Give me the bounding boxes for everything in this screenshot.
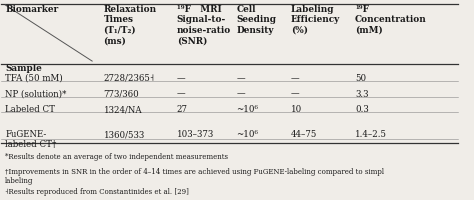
Text: ¹⁹F   MRI
Signal-to-
noise-ratio
(SNR): ¹⁹F MRI Signal-to- noise-ratio (SNR): [177, 5, 231, 45]
Text: —: —: [291, 74, 300, 83]
Text: —: —: [291, 90, 300, 99]
Text: 0.3: 0.3: [355, 105, 369, 114]
Text: ~10⁶: ~10⁶: [236, 105, 258, 114]
Text: 2728/2365˧: 2728/2365˧: [104, 74, 155, 83]
Text: Labeling
Efficiency
(%): Labeling Efficiency (%): [291, 5, 340, 35]
Text: NP (solution)*: NP (solution)*: [5, 90, 67, 99]
Text: ˧Results reproduced from Constantinides et al. [29]: ˧Results reproduced from Constantinides …: [5, 188, 189, 196]
Text: —: —: [236, 90, 245, 99]
Text: 44–75: 44–75: [291, 130, 318, 139]
Text: Cell
Seeding
Density: Cell Seeding Density: [236, 5, 276, 35]
Text: 1.4–2.5: 1.4–2.5: [355, 130, 387, 139]
Text: —: —: [236, 74, 245, 83]
Text: 1324/NA: 1324/NA: [104, 105, 142, 114]
Text: 103–373: 103–373: [177, 130, 214, 139]
Text: 1360/533: 1360/533: [104, 130, 145, 139]
Text: Sample: Sample: [5, 64, 42, 73]
Text: —: —: [177, 74, 185, 83]
Text: ¹⁹F
Concentration
(mM): ¹⁹F Concentration (mM): [355, 5, 427, 35]
Text: 3.3: 3.3: [355, 90, 369, 99]
Text: ~10⁶: ~10⁶: [236, 130, 258, 139]
Text: Biomarker: Biomarker: [5, 5, 58, 14]
Text: TFA (50 mM): TFA (50 mM): [5, 74, 63, 83]
Text: *Results denote an average of two independent measurements: *Results denote an average of two indepe…: [5, 153, 228, 161]
Text: †Improvements in SNR in the order of 4–14 times are achieved using FuGENE-labeli: †Improvements in SNR in the order of 4–1…: [5, 168, 384, 185]
Text: 10: 10: [291, 105, 302, 114]
Text: —: —: [177, 90, 185, 99]
Text: 50: 50: [355, 74, 366, 83]
Text: FuGENE-
labeled CT†: FuGENE- labeled CT†: [5, 130, 56, 149]
Text: Labeled CT: Labeled CT: [5, 105, 55, 114]
Text: Relaxation
Times
(T₁/T₂)
(ms): Relaxation Times (T₁/T₂) (ms): [104, 5, 157, 45]
Text: 27: 27: [177, 105, 188, 114]
Text: 773/360: 773/360: [104, 90, 139, 99]
